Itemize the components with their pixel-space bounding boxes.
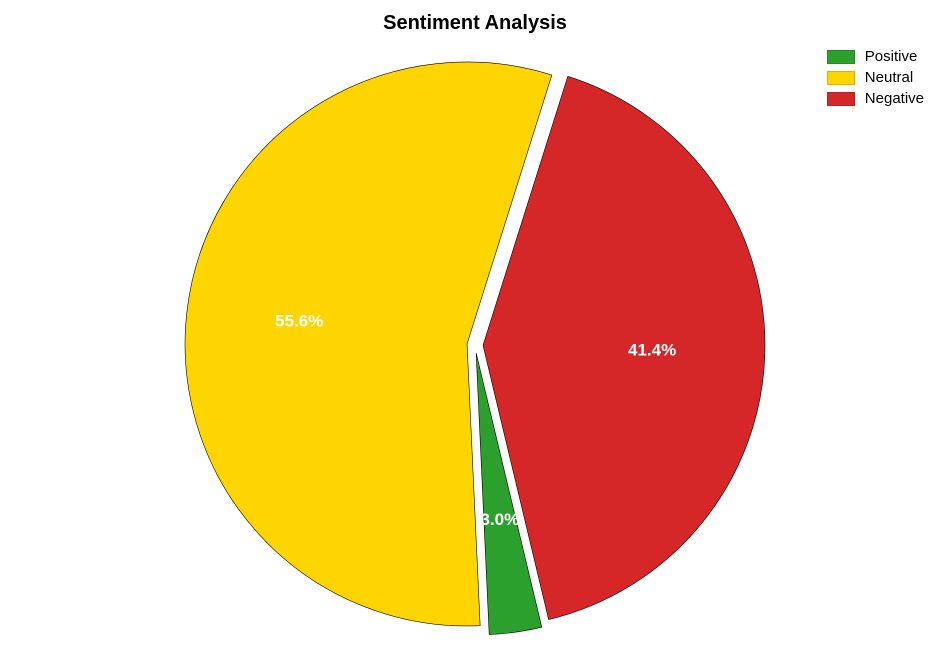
pie-slice-label: 3.0% [480, 510, 519, 529]
sentiment-pie-chart: Sentiment Analysis 41.4%3.0%55.6% Positi… [0, 0, 950, 662]
pie-slice-label: 41.4% [628, 341, 676, 360]
pie-svg: 41.4% 3.0% 55.6% [0, 0, 950, 662]
legend-swatch [827, 50, 855, 64]
legend: Positive Neutral Negative [827, 48, 924, 111]
legend-swatch [827, 92, 855, 106]
legend-item: Negative [827, 90, 924, 107]
legend-label: Positive [865, 48, 918, 65]
legend-item: Positive [827, 48, 924, 65]
pie-slice-label: 55.6% [275, 312, 323, 331]
legend-label: Negative [865, 90, 924, 107]
legend-item: Neutral [827, 69, 924, 86]
legend-label: Neutral [865, 69, 913, 86]
legend-swatch [827, 71, 855, 85]
